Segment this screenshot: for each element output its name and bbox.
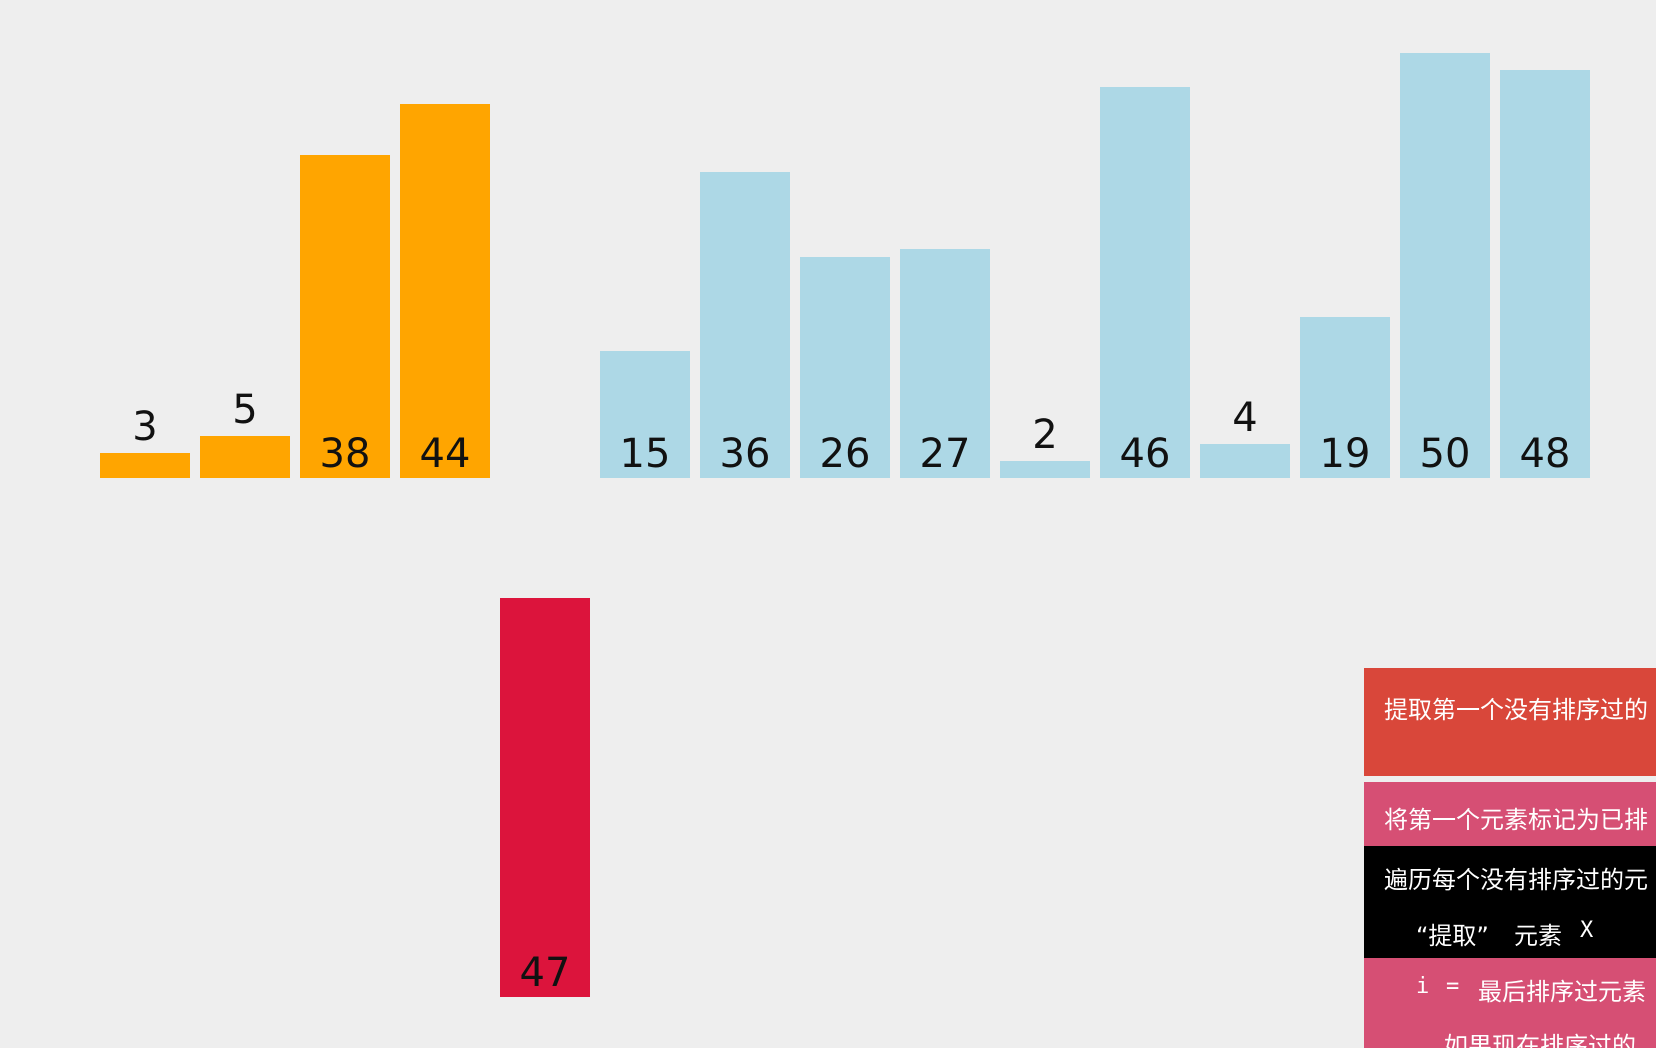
- code-line-text: 将第一个元素标记为已排: [1384, 806, 1648, 834]
- unsorted-bar-label-4: 2: [1032, 412, 1058, 458]
- unsorted-bar-4: [1000, 461, 1090, 478]
- sorted-bar-label-2: 38: [319, 431, 371, 477]
- unsorted-bar-8: [1400, 53, 1490, 478]
- variable-x: X: [1580, 918, 1594, 943]
- code-line-text-cut: 如果现在排序过的: [1444, 1032, 1636, 1048]
- sorted-bar-label-0: 3: [132, 403, 158, 450]
- equals-sign: =: [1446, 974, 1460, 999]
- unsorted-bar-label-0: 15: [619, 431, 671, 477]
- sorted-bar-1: [200, 435, 290, 478]
- unsorted-bar-5: [1100, 87, 1190, 478]
- element-label: 元素: [1514, 922, 1562, 950]
- code-line-text: 遍历每个没有排序过的元: [1384, 866, 1648, 894]
- code-line-mark-first[interactable]: 将第一个元素标记为已排: [1364, 782, 1656, 846]
- unsorted-bar-label-8: 50: [1419, 431, 1471, 477]
- extracted-bar-label-0: 47: [519, 950, 571, 996]
- sorted-bar-2: [300, 155, 390, 478]
- unsorted-bar-6: [1200, 444, 1290, 478]
- sorted-bar-3: [400, 104, 490, 478]
- unsorted-bar-7: [1300, 316, 1390, 478]
- code-line-text: 提取第一个没有排序过的: [1384, 696, 1648, 724]
- pseudocode-panel: 提取第一个没有排序过的 将第一个元素标记为已排 遍历每个没有排序过的元 “提取”…: [1364, 668, 1656, 1048]
- code-line-assign-i[interactable]: i = 最后排序过元素 如果现在排序过的: [1364, 958, 1656, 1048]
- unsorted-bar-label-7: 19: [1319, 431, 1371, 477]
- code-line-extract[interactable]: 提取第一个没有排序过的: [1364, 668, 1656, 776]
- code-line-loop[interactable]: 遍历每个没有排序过的元 “提取” 元素 X: [1364, 846, 1656, 958]
- quote-extract: “提取”: [1416, 922, 1489, 950]
- unsorted-bar-label-9: 48: [1519, 431, 1571, 477]
- sorted-bar-label-3: 44: [419, 431, 471, 477]
- code-line-text: 最后排序过元素: [1478, 978, 1646, 1006]
- variable-i: i: [1416, 974, 1430, 999]
- unsorted-bar-2: [800, 257, 890, 478]
- sorted-bar-0: [100, 452, 190, 478]
- sorted-bar-label-1: 5: [232, 386, 258, 433]
- unsorted-bar-label-1: 36: [719, 431, 771, 477]
- unsorted-bar-9: [1500, 70, 1590, 478]
- unsorted-bar-label-2: 26: [819, 431, 871, 477]
- unsorted-bar-label-3: 27: [919, 431, 971, 477]
- unsorted-bar-3: [900, 248, 990, 478]
- unsorted-bar-0: [600, 350, 690, 478]
- extracted-bar-0: [500, 597, 590, 997]
- unsorted-bar-label-6: 4: [1232, 395, 1258, 441]
- unsorted-bar-1: [700, 172, 790, 478]
- unsorted-bar-label-5: 46: [1119, 431, 1171, 477]
